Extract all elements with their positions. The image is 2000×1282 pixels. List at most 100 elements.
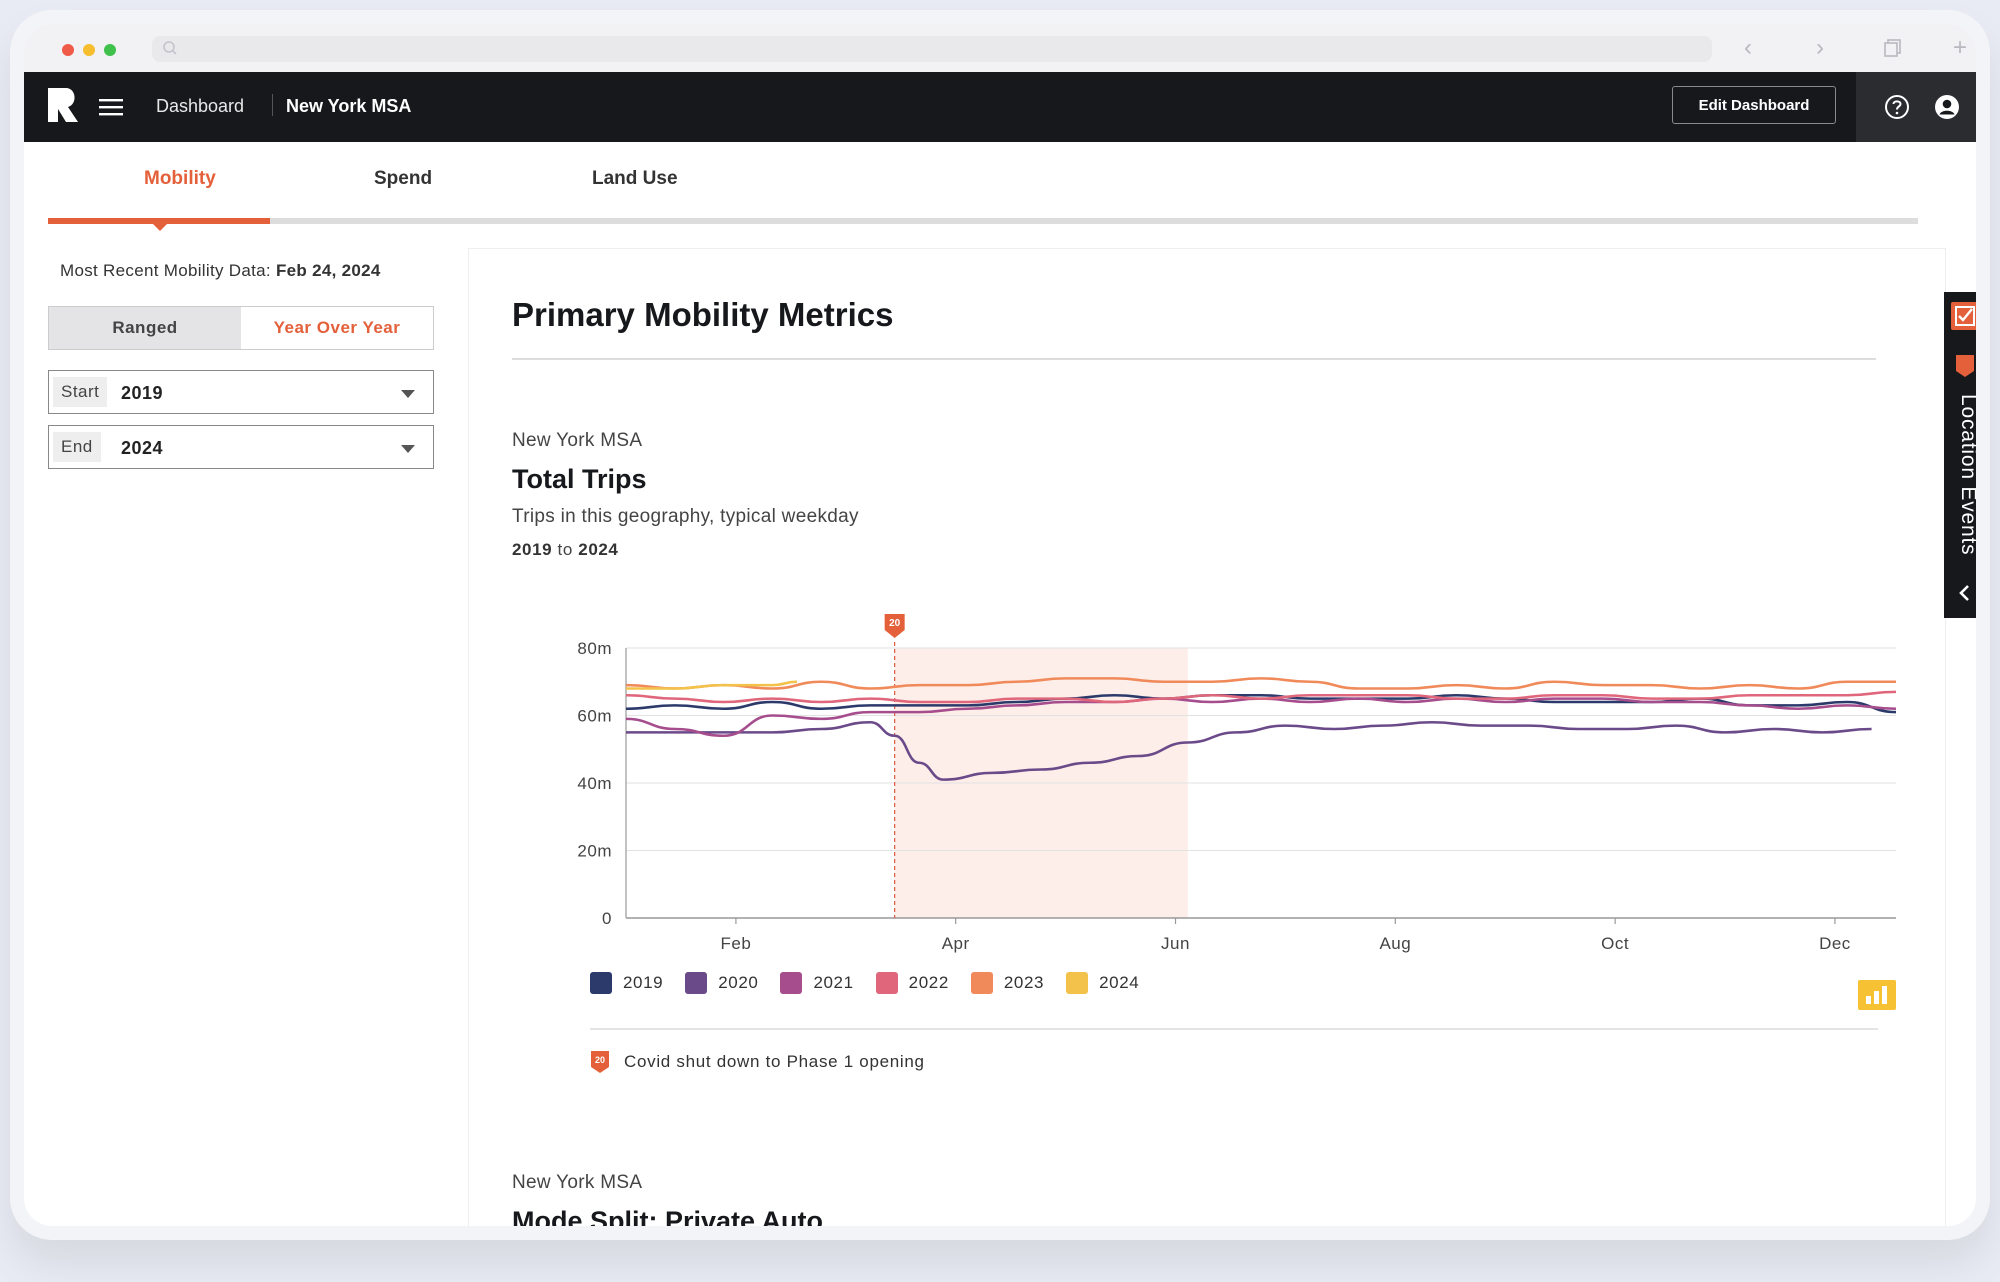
legend-item-2023[interactable]: 2023	[970, 972, 1045, 994]
ranged-button[interactable]: Ranged	[49, 307, 241, 349]
event-marker[interactable]	[884, 614, 905, 638]
y-tick-label: 40m	[577, 774, 612, 793]
metrics-panel	[468, 248, 1946, 1226]
event-marker-icon: 20	[591, 1051, 609, 1073]
edit-dashboard-button[interactable]: Edit Dashboard	[1672, 86, 1836, 124]
event-description: Covid shut down to Phase 1 opening	[624, 1052, 925, 1071]
series-line-2023[interactable]	[625, 677, 1896, 690]
close-window-button[interactable]	[62, 44, 74, 56]
legend-label: 2022	[908, 973, 949, 992]
active-tab-indicator	[48, 218, 270, 224]
legend-label: 2020	[718, 973, 759, 992]
chart2-title: Mode Split: Private Auto	[512, 1206, 824, 1236]
end-label: End	[53, 432, 101, 462]
breadcrumb-separator	[272, 94, 273, 116]
legend-label: 2019	[623, 973, 664, 992]
event-marker-label: 20	[889, 618, 901, 629]
section-tabs: Mobility Spend Land Use	[48, 142, 1948, 204]
search-icon	[163, 41, 177, 55]
minimize-window-button[interactable]	[83, 44, 95, 56]
end-year-select[interactable]: End 2024	[48, 425, 434, 469]
tabs-icon[interactable]	[1882, 36, 1906, 60]
legend-item-2020[interactable]: 2020	[685, 972, 758, 994]
chart-geography: New York MSA	[512, 430, 643, 451]
recent-data-date: Feb 24, 2024	[275, 261, 381, 280]
start-value: 2019	[121, 383, 164, 403]
legend-item-2024[interactable]: 2024	[1066, 972, 1139, 994]
legend-swatch	[685, 972, 708, 994]
chart-title: Total Trips	[512, 464, 647, 494]
series-line-2024[interactable]	[625, 680, 797, 690]
location-events-rail[interactable]	[1944, 292, 1976, 618]
legend-swatch	[875, 972, 898, 994]
legend-item-2019[interactable]: 2019	[590, 972, 663, 994]
legend-swatch	[780, 972, 803, 994]
chart2-geography: New York MSA	[512, 1172, 643, 1193]
x-tick-label: Oct	[1601, 934, 1629, 953]
most-recent-data-label: Most Recent Mobility Data: Feb 24, 2024	[60, 261, 381, 281]
breadcrumb-current: New York MSA	[286, 96, 412, 116]
breadcrumb-dashboard[interactable]: Dashboard	[156, 96, 245, 116]
start-label: Start	[53, 377, 108, 407]
legend-swatch	[970, 972, 993, 994]
series-line-2020[interactable]	[626, 720, 1872, 781]
app-window: ‹ › + Dashboard New York MSA Edit Dashbo…	[10, 10, 1990, 1240]
change-data-link[interactable]: Change Data	[1700, 1230, 1801, 1240]
back-icon[interactable]: ‹	[1744, 34, 1752, 61]
chevron-down-icon	[401, 390, 415, 398]
help-icon[interactable]	[1884, 94, 1910, 120]
chart-legend: 2019 2020 2021 2022 2023 2024	[590, 972, 1161, 994]
tab-mobility[interactable]: Mobility	[144, 168, 216, 189]
bar-chart-toggle-icon[interactable]	[1858, 980, 1896, 1010]
x-tick-label: Apr	[942, 934, 970, 953]
series-line-2022[interactable]	[625, 690, 1897, 704]
year-over-year-button[interactable]: Year Over Year	[241, 307, 433, 349]
legend-label: 2021	[813, 973, 854, 992]
legend-divider	[590, 1028, 1878, 1030]
tab-track	[48, 218, 1918, 224]
topbar-icon-area	[1856, 72, 1976, 142]
panel-title: Primary Mobility Metrics	[512, 296, 894, 333]
total-trips-chart[interactable]: 0 20m 40m 60m 80m Feb Apr Jun Aug Oct Dec 20	[524, 614, 1904, 968]
browser-chrome: ‹ › +	[24, 24, 1976, 72]
recent-data-prefix: Most Recent Mobility Data:	[60, 261, 271, 280]
location-events-label[interactable]: Location Events	[1957, 394, 1980, 556]
new-tab-icon[interactable]: +	[1952, 34, 1967, 61]
mode-toggle: Ranged Year Over Year	[48, 306, 434, 350]
active-tab-caret	[152, 223, 168, 231]
x-tick-label: Feb	[721, 934, 752, 953]
y-tick-label: 60m	[577, 707, 612, 726]
y-tick-label: 0	[602, 909, 612, 928]
top-navigation-bar: Dashboard New York MSA Edit Dashboard	[24, 72, 1976, 142]
range-to: to	[557, 540, 573, 559]
legend-label: 2024	[1099, 973, 1140, 992]
maximize-window-button[interactable]	[104, 44, 116, 56]
range-start: 2019	[512, 540, 553, 559]
legend-swatch	[1066, 972, 1089, 994]
legend-item-2021[interactable]: 2021	[780, 972, 853, 994]
start-year-select[interactable]: Start 2019	[48, 370, 434, 414]
legend-label: 2023	[1003, 973, 1045, 992]
chart-year-range: 2019 to 2024	[512, 540, 618, 560]
chevron-down-icon	[401, 445, 415, 453]
y-tick-label: 20m	[577, 842, 612, 861]
brand-logo[interactable]	[46, 86, 80, 124]
x-tick-label: Dec	[1819, 934, 1851, 953]
forward-icon[interactable]: ›	[1816, 34, 1824, 61]
address-bar[interactable]	[152, 36, 1712, 62]
legend-swatch	[590, 972, 612, 994]
user-account-icon[interactable]	[1934, 94, 1960, 120]
tab-land-use[interactable]: Land Use	[592, 168, 678, 189]
panel-divider	[512, 358, 1876, 360]
legend-item-2022[interactable]: 2022	[875, 972, 949, 994]
y-tick-label: 80m	[577, 639, 612, 658]
menu-icon[interactable]	[99, 97, 123, 117]
chart-subtitle: Trips in this geography, typical weekday	[512, 506, 859, 527]
x-tick-label: Jun	[1161, 934, 1190, 953]
end-value: 2024	[121, 438, 164, 458]
chevron-left-icon[interactable]	[1956, 582, 1974, 604]
location-marker-icon	[1956, 355, 1974, 377]
checkbox-checked-icon[interactable]	[1951, 302, 1979, 330]
x-tick-label: Aug	[1379, 934, 1411, 953]
tab-spend[interactable]: Spend	[374, 168, 433, 189]
